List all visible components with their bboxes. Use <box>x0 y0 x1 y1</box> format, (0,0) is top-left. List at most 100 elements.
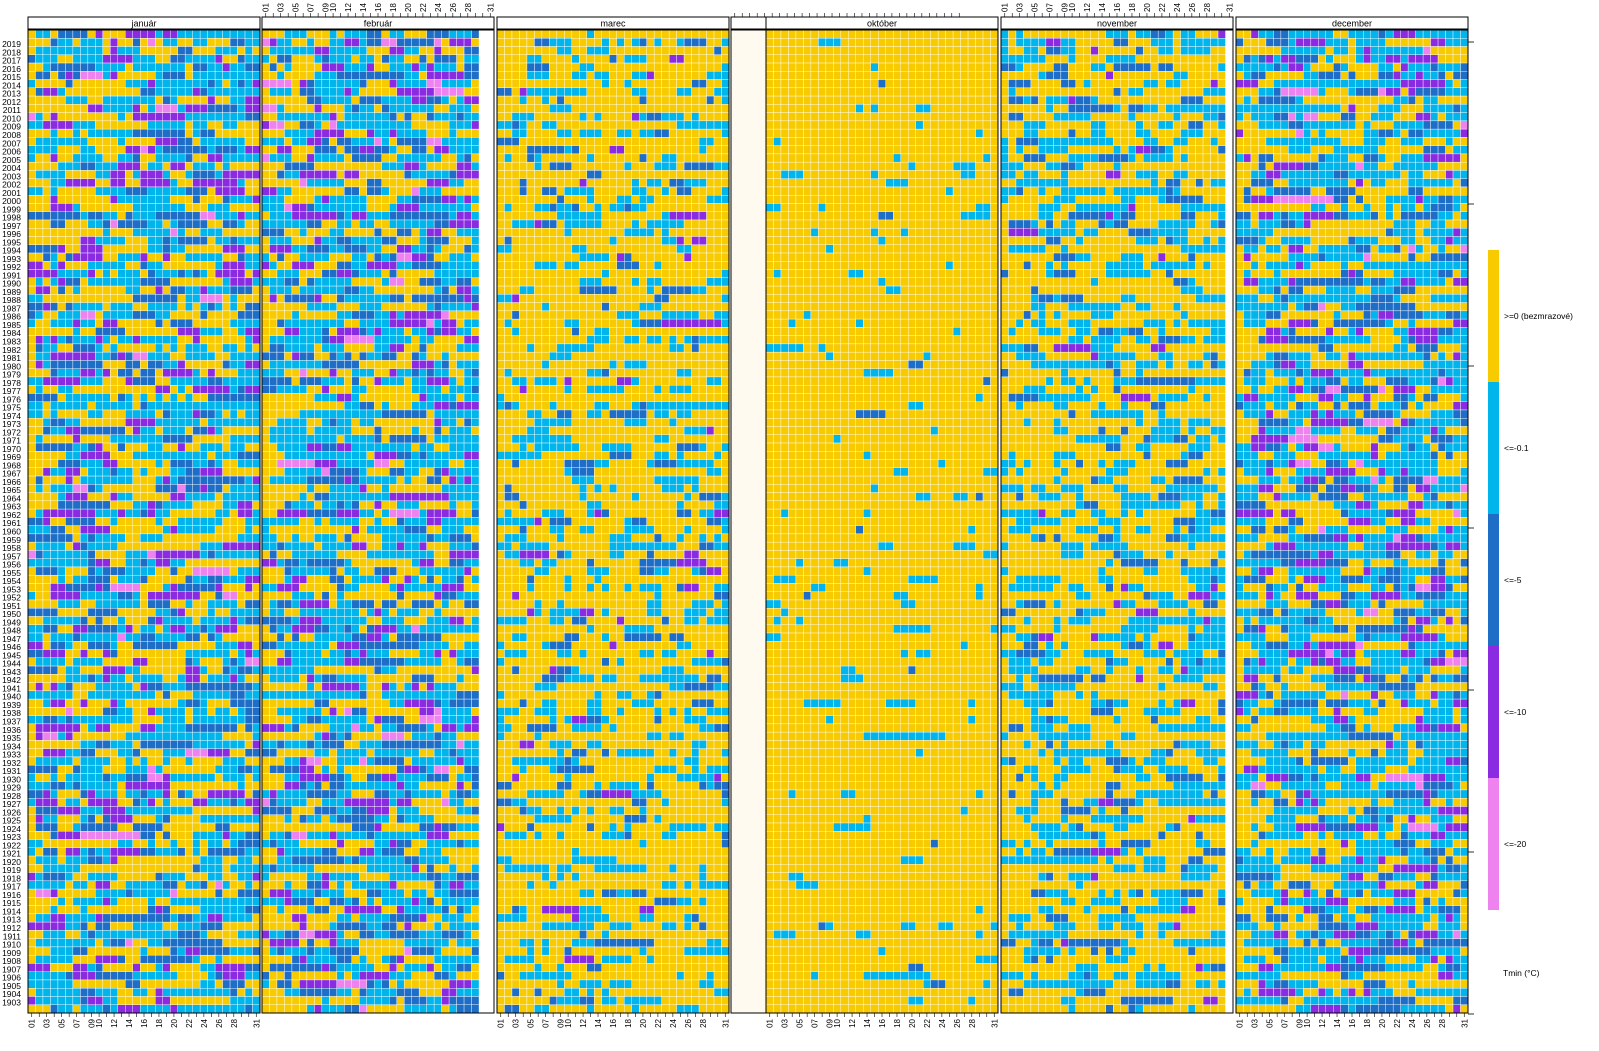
cell-1924-4 <box>50 815 57 823</box>
cell-1943-30 <box>245 658 252 666</box>
cell-2007-8 <box>80 129 87 137</box>
cell-1944-17 <box>148 650 155 658</box>
cell-2000-21 <box>178 187 185 195</box>
cell-2019-11 <box>337 30 344 38</box>
cell-1940-13 <box>118 683 125 691</box>
cell-2010-12 <box>110 104 117 112</box>
cell-1957-13 <box>118 542 125 550</box>
cell-1974-12 <box>110 402 117 410</box>
cell-2003-2 <box>35 162 42 170</box>
cell-1939-1 <box>28 691 35 699</box>
cell-1935-25 <box>208 724 215 732</box>
cell-1962-12 <box>110 501 117 509</box>
cell-2018-2 <box>35 38 42 46</box>
cell-1924-20 <box>170 815 177 823</box>
cell-1973-31 <box>253 410 260 418</box>
cell-1934-26 <box>215 732 222 740</box>
cell-1984-22 <box>419 319 426 327</box>
cell-1996-24 <box>434 220 441 228</box>
cell-2018-29 <box>472 38 479 46</box>
cell-2016-13 <box>118 55 125 63</box>
cell-1967-21 <box>178 460 185 468</box>
cell-1950-4 <box>50 600 57 608</box>
cell-1972-30 <box>245 418 252 426</box>
cell-1977-25 <box>442 377 449 385</box>
cell-2018-24 <box>434 38 441 46</box>
cell-2019-28 <box>464 30 471 38</box>
cell-1942-7 <box>73 666 80 674</box>
cell-1976-7 <box>73 385 80 393</box>
cell-1985-5 <box>58 311 65 319</box>
cell-2013-3 <box>43 80 50 88</box>
cell-1948-6 <box>65 617 72 625</box>
cell-2018-25 <box>208 38 215 46</box>
cell-1979-9 <box>88 360 95 368</box>
cell-1916-30 <box>245 881 252 889</box>
cell-1919-22 <box>185 856 192 864</box>
cell-2012-12 <box>110 88 117 96</box>
cell-1950-6 <box>65 600 72 608</box>
cell-1989-17 <box>382 278 389 286</box>
cell-1998-11 <box>103 203 110 211</box>
cell-1967-1 <box>28 460 35 468</box>
cell-1998-29 <box>472 203 479 211</box>
cell-1993-20 <box>404 245 411 253</box>
cell-1960-14 <box>125 517 132 525</box>
cell-1925-18 <box>155 806 162 814</box>
cell-1935-13 <box>118 724 125 732</box>
cell-2019-17 <box>382 30 389 38</box>
cell-1918-6 <box>65 864 72 872</box>
cell-1959-20 <box>170 526 177 534</box>
cell-2009-8 <box>80 113 87 121</box>
cell-1997-26 <box>449 212 456 220</box>
cell-1924-26 <box>215 815 222 823</box>
cell-1964-29 <box>238 484 245 492</box>
cell-1968-6 <box>65 451 72 459</box>
cell-1936-10 <box>95 716 102 724</box>
cell-1905-6 <box>65 972 72 980</box>
cell-1986-31 <box>253 303 260 311</box>
cell-2007-27 <box>223 129 230 137</box>
cell-1965-12 <box>110 476 117 484</box>
cell-1990-14 <box>125 270 132 278</box>
cell-1999-2 <box>269 195 276 203</box>
cell-2001-2 <box>269 179 276 187</box>
cell-2009-30 <box>245 113 252 121</box>
cell-2017-20 <box>170 47 177 55</box>
cell-1959-26 <box>215 526 222 534</box>
cell-1996-21 <box>412 220 419 228</box>
cell-1999-28 <box>464 195 471 203</box>
cell-1994-29 <box>238 237 245 245</box>
cell-1978-29 <box>472 369 479 377</box>
cell-1924-6 <box>65 815 72 823</box>
cell-1998-5 <box>58 203 65 211</box>
cell-1996-27 <box>223 220 230 228</box>
cell-1918-17 <box>148 864 155 872</box>
cell-1926-1 <box>28 798 35 806</box>
cell-1997-23 <box>193 212 200 220</box>
cell-1939-12 <box>110 691 117 699</box>
cell-1928-7 <box>73 782 80 790</box>
cell-2009-7 <box>73 113 80 121</box>
cell-1992-2 <box>35 253 42 261</box>
cell-1904-15 <box>133 980 140 988</box>
cell-1906-19 <box>163 963 170 971</box>
cell-1990-12 <box>344 270 351 278</box>
cell-1902-27 <box>223 996 230 1004</box>
cell-1980-2 <box>269 352 276 360</box>
cell-1976-25 <box>208 385 215 393</box>
cell-1988-18 <box>155 286 162 294</box>
cell-1991-7 <box>307 261 314 269</box>
cell-1982-18 <box>155 336 162 344</box>
cell-1939-22 <box>185 691 192 699</box>
cell-1958-4 <box>50 534 57 542</box>
cell-1983-26 <box>215 327 222 335</box>
cell-1939-30 <box>245 691 252 699</box>
cell-1939-28 <box>230 691 237 699</box>
cell-1946-21 <box>178 633 185 641</box>
cell-1922-5 <box>58 831 65 839</box>
cell-1987-8 <box>314 294 321 302</box>
cell-1988-6 <box>299 286 306 294</box>
cell-1943-12 <box>110 658 117 666</box>
cell-2014-25 <box>442 71 449 79</box>
